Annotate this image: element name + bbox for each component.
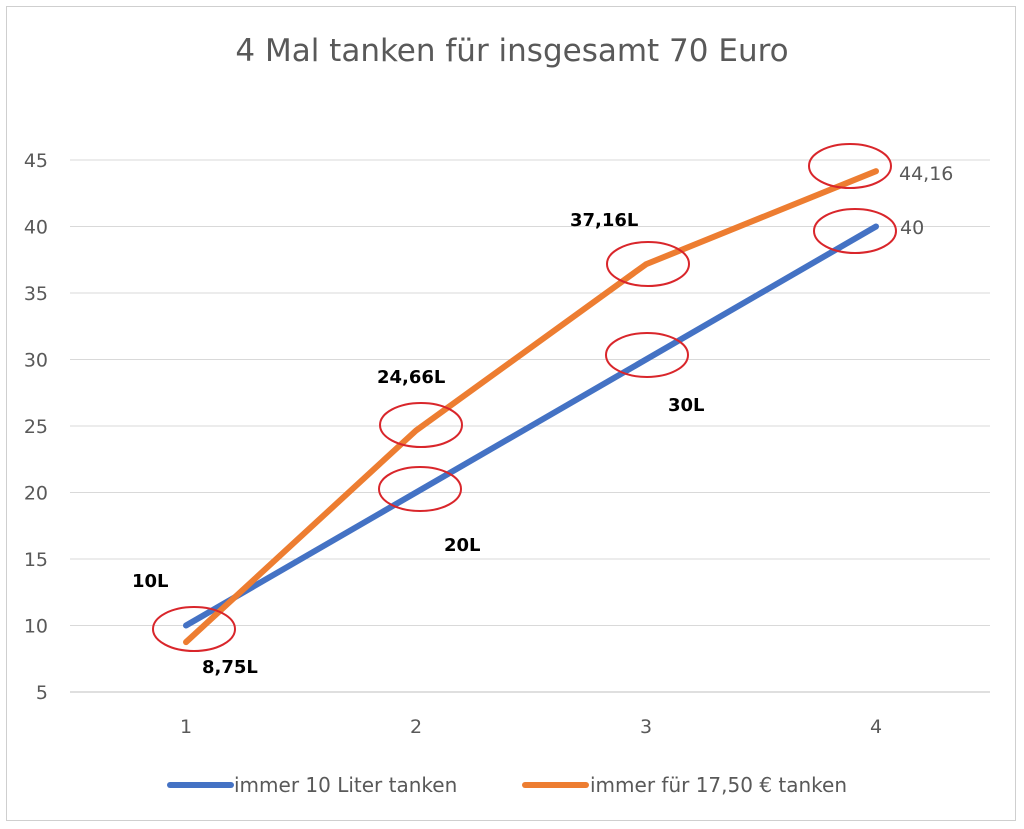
data-label: 40 (900, 217, 924, 239)
series-lines (183, 168, 879, 646)
y-tick-label: 45 (24, 150, 48, 172)
data-label: 8,75L (202, 657, 258, 678)
chart-frame (6, 6, 1016, 821)
series-line-2 (183, 168, 879, 646)
legend: immer 10 Liter tanken immer für 17,50 € … (167, 773, 847, 797)
data-label: 10L (132, 571, 169, 592)
highlight-circle (813, 208, 897, 254)
highlight-circle (152, 606, 236, 652)
y-tick-label: 20 (24, 483, 48, 505)
x-axis-ticks: 1 2 3 4 (180, 716, 882, 738)
highlight-circle (605, 332, 689, 378)
data-labels: 10L 8,75L 20L 24,66L 30L 37,16L 40 44,16 (132, 163, 953, 678)
y-tick-label: 10 (24, 616, 48, 638)
legend-label-series-1: immer 10 Liter tanken (234, 773, 457, 797)
legend-label-series-2: immer für 17,50 € tanken (590, 773, 847, 797)
highlight-circle (808, 143, 892, 189)
data-point (874, 169, 878, 173)
data-point (184, 640, 188, 644)
data-label: 24,66L (377, 367, 445, 388)
data-label: 44,16 (899, 163, 953, 185)
x-tick-label: 4 (870, 716, 882, 738)
data-point (414, 491, 418, 494)
data-point (874, 225, 878, 228)
x-tick-label: 3 (640, 716, 652, 738)
highlight-circle (378, 466, 462, 512)
x-tick-label: 1 (180, 716, 192, 738)
data-point (644, 262, 648, 266)
y-tick-label: 15 (24, 549, 48, 571)
highlight-circles (152, 143, 897, 652)
series-line-1 (183, 223, 879, 629)
y-tick-label: 40 (24, 217, 48, 239)
highlight-circle (606, 241, 690, 287)
y-axis-ticks: 5 10 15 20 25 30 35 40 45 (24, 150, 48, 704)
y-tick-label: 35 (24, 283, 48, 305)
x-tick-label: 2 (410, 716, 422, 738)
y-tick-label: 30 (24, 350, 48, 372)
data-label: 37,16L (570, 210, 638, 231)
y-tick-label: 25 (24, 416, 48, 438)
y-tick-label: 5 (36, 682, 48, 704)
chart-title: 4 Mal tanken für insgesamt 70 Euro (235, 33, 788, 69)
data-label: 20L (444, 535, 481, 556)
data-point (184, 624, 188, 627)
data-point (644, 358, 648, 361)
gridlines (70, 159, 990, 693)
data-label: 30L (668, 395, 705, 416)
data-point (414, 429, 418, 433)
highlight-circle (379, 402, 463, 448)
